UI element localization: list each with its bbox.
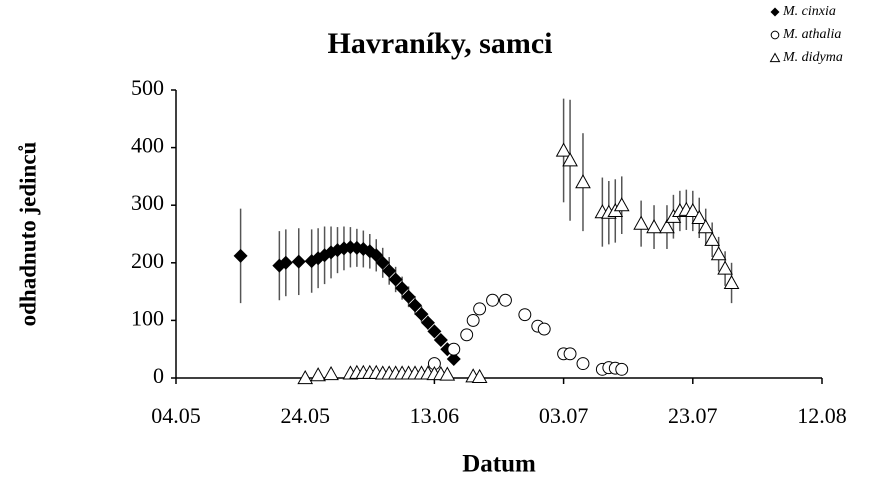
point	[375, 255, 390, 270]
x-axis-label: Datum	[462, 451, 536, 478]
point	[615, 362, 629, 376]
y-axis-label: odhadnuto jedinců	[15, 141, 40, 326]
x-tick-label: 23.07	[668, 403, 718, 428]
point	[537, 322, 551, 336]
point	[563, 347, 577, 361]
point	[555, 142, 572, 157]
point	[575, 174, 591, 189]
x-tick-label: 04.05	[151, 403, 201, 428]
point	[466, 313, 480, 327]
point	[395, 281, 410, 296]
point	[233, 248, 248, 263]
x-tick-label: 13.06	[410, 403, 460, 428]
x-tick-label: 24.05	[280, 403, 330, 428]
point	[697, 219, 714, 234]
point	[408, 298, 423, 313]
chart-title: Havraníky, samci	[327, 27, 552, 60]
point	[304, 254, 319, 269]
legend-label: M. cinxia	[782, 4, 836, 19]
point	[613, 197, 630, 212]
point	[684, 202, 701, 218]
point	[473, 302, 487, 316]
point	[499, 293, 512, 307]
legend-marker	[770, 30, 780, 40]
point	[439, 366, 456, 381]
point	[486, 293, 499, 307]
point	[691, 209, 708, 224]
y-tick-label: 300	[131, 190, 164, 215]
point	[291, 254, 306, 269]
point	[659, 219, 675, 234]
point	[310, 367, 326, 382]
legend-marker	[769, 52, 781, 63]
point	[297, 369, 314, 385]
point	[518, 308, 532, 322]
y-tick-label: 500	[131, 75, 164, 100]
point	[323, 365, 339, 381]
y-tick-label: 100	[131, 305, 164, 330]
point	[401, 289, 416, 304]
point	[382, 263, 397, 278]
legend-marker	[770, 7, 780, 17]
point	[723, 274, 740, 290]
point	[420, 315, 435, 330]
point	[460, 328, 474, 342]
point	[414, 307, 429, 322]
point	[427, 324, 442, 339]
point	[562, 152, 578, 167]
point	[717, 260, 733, 275]
point	[388, 272, 403, 287]
legend-label: M. athalia	[782, 27, 841, 42]
point	[633, 215, 649, 230]
point	[471, 368, 488, 383]
y-tick-label: 400	[131, 133, 164, 158]
point	[433, 332, 448, 347]
point	[369, 248, 384, 263]
legend-label: M. didyma	[782, 50, 843, 65]
point	[710, 246, 727, 261]
point	[447, 342, 461, 356]
point	[646, 219, 662, 234]
point	[446, 351, 461, 366]
x-tick-label: 03.07	[539, 403, 589, 428]
point	[278, 255, 293, 270]
y-tick-label: 0	[153, 363, 164, 388]
point	[576, 357, 590, 371]
y-tick-label: 200	[131, 248, 164, 273]
point	[704, 231, 721, 246]
x-tick-label: 12.08	[797, 403, 847, 428]
